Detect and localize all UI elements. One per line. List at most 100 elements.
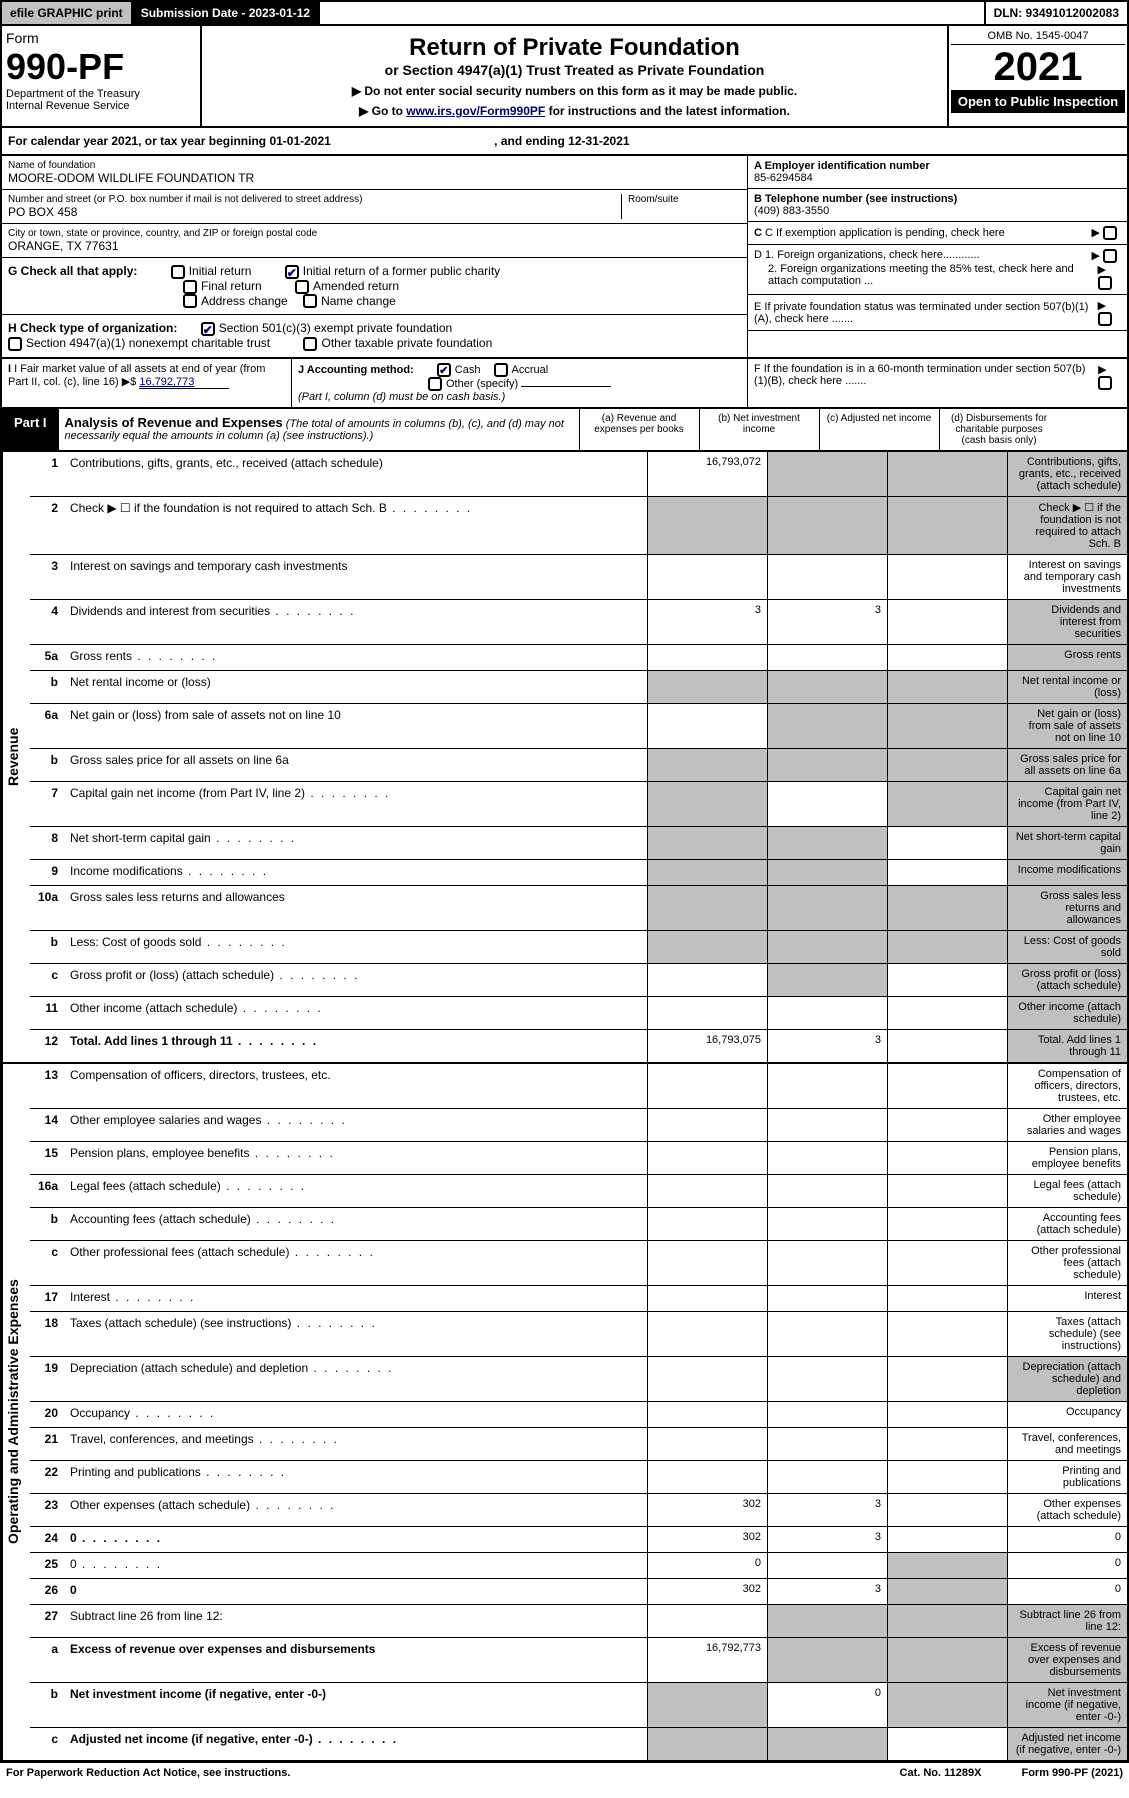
cell-c: [887, 1605, 1007, 1637]
amended-return-checkbox[interactable]: [295, 280, 309, 294]
cell-c: [887, 1064, 1007, 1108]
revenue-rows: 1Contributions, gifts, grants, etc., rec…: [30, 452, 1127, 1062]
other-taxable-checkbox[interactable]: [303, 337, 317, 351]
efile-label[interactable]: efile GRAPHIC print: [2, 2, 133, 24]
initial-former-checkbox[interactable]: [285, 265, 299, 279]
cell-c: [887, 860, 1007, 885]
e-row: E If private foundation status was termi…: [748, 295, 1127, 331]
cell-d: Compensation of officers, directors, tru…: [1007, 1064, 1127, 1108]
cell-d: Other income (attach schedule): [1007, 997, 1127, 1029]
expenses-rows: 13Compensation of officers, directors, t…: [30, 1064, 1127, 1760]
cell-d: Printing and publications: [1007, 1461, 1127, 1493]
row-number: 23: [30, 1494, 64, 1526]
cat-number: Cat. No. 11289X: [900, 1767, 982, 1779]
row-number: c: [30, 1241, 64, 1285]
form-number: 990-PF: [6, 46, 196, 88]
cell-b: 3: [767, 1030, 887, 1062]
ein-value: 85-6294584: [754, 172, 813, 184]
exemption-checkbox[interactable]: [1103, 226, 1117, 240]
cell-a: [647, 782, 767, 826]
cell-b: 3: [767, 1527, 887, 1552]
foreign-85-checkbox[interactable]: [1098, 276, 1112, 290]
table-row: 9Income modificationsIncome modification…: [30, 860, 1127, 886]
cell-b: [767, 704, 887, 748]
cell-d: Interest on savings and temporary cash i…: [1007, 555, 1127, 599]
row-desc: Contributions, gifts, grants, etc., rece…: [64, 452, 647, 496]
cell-b: [767, 1638, 887, 1682]
j-section: J Accounting method: Cash Accrual Other …: [292, 359, 747, 407]
cell-c: [887, 555, 1007, 599]
paperwork-notice: For Paperwork Reduction Act Notice, see …: [6, 1767, 290, 1779]
row-number: 26: [30, 1579, 64, 1604]
phone-row: B Telephone number (see instructions) (4…: [748, 189, 1127, 222]
row-number: 12: [30, 1030, 64, 1062]
table-row: 17InterestInterest: [30, 1286, 1127, 1312]
cell-d: Gross sales price for all assets on line…: [1007, 749, 1127, 781]
table-row: bNet rental income or (loss)Net rental i…: [30, 671, 1127, 704]
accrual-checkbox[interactable]: [494, 363, 508, 377]
header-right: OMB No. 1545-0047 2021 Open to Public In…: [947, 26, 1127, 126]
table-row: 6aNet gain or (loss) from sale of assets…: [30, 704, 1127, 749]
cell-b: [767, 671, 887, 703]
cell-a: [647, 997, 767, 1029]
page-footer: For Paperwork Reduction Act Notice, see …: [0, 1762, 1129, 1783]
cell-b: [767, 1109, 887, 1141]
name-change-checkbox[interactable]: [303, 294, 317, 308]
cell-a: 302: [647, 1494, 767, 1526]
cell-c: [887, 886, 1007, 930]
cell-d: Pension plans, employee benefits: [1007, 1142, 1127, 1174]
foundation-address: PO BOX 458: [8, 205, 621, 219]
cell-a: [647, 1109, 767, 1141]
header-middle: Return of Private Foundation or Section …: [202, 26, 947, 126]
cell-c: [887, 964, 1007, 996]
row-desc: Other employee salaries and wages: [64, 1109, 647, 1141]
row-number: b: [30, 1683, 64, 1727]
60month-checkbox[interactable]: [1098, 376, 1112, 390]
other-method-checkbox[interactable]: [428, 377, 442, 391]
cash-checkbox[interactable]: [437, 363, 451, 377]
row-number: 25: [30, 1553, 64, 1578]
final-return-checkbox[interactable]: [183, 280, 197, 294]
status-terminated-checkbox[interactable]: [1098, 312, 1112, 326]
501c3-checkbox[interactable]: [201, 322, 215, 336]
cell-b: 0: [767, 1683, 887, 1727]
cell-d: Travel, conferences, and meetings: [1007, 1428, 1127, 1460]
row-number: 11: [30, 997, 64, 1029]
row-number: 21: [30, 1428, 64, 1460]
cell-c: [887, 1638, 1007, 1682]
g-section: G Check all that apply: Initial return I…: [2, 258, 747, 315]
foundation-name-row: Name of foundation MOORE-ODOM WILDLIFE F…: [2, 156, 747, 190]
row-number: 18: [30, 1312, 64, 1356]
row-number: 24: [30, 1527, 64, 1552]
cell-d: Total. Add lines 1 through 11: [1007, 1030, 1127, 1062]
cell-d: Net investment income (if negative, ente…: [1007, 1683, 1127, 1727]
city-row: City or town, state or province, country…: [2, 224, 747, 258]
cell-d: Contributions, gifts, grants, etc., rece…: [1007, 452, 1127, 496]
table-row: 13Compensation of officers, directors, t…: [30, 1064, 1127, 1109]
cell-b: [767, 1208, 887, 1240]
cell-c: [887, 671, 1007, 703]
row-desc: Pension plans, employee benefits: [64, 1142, 647, 1174]
row-desc: Other income (attach schedule): [64, 997, 647, 1029]
irs-link[interactable]: www.irs.gov/Form990PF: [406, 104, 545, 118]
cell-d: 0: [1007, 1527, 1127, 1552]
table-row: 4Dividends and interest from securities3…: [30, 600, 1127, 645]
cell-b: [767, 1142, 887, 1174]
foreign-org-checkbox[interactable]: [1103, 249, 1117, 263]
address-change-checkbox[interactable]: [183, 294, 197, 308]
initial-return-checkbox[interactable]: [171, 265, 185, 279]
cell-b: 3: [767, 1579, 887, 1604]
row-desc: Income modifications: [64, 860, 647, 885]
col-b-header: (b) Net investment income: [699, 409, 819, 450]
row-desc: 0: [64, 1579, 647, 1604]
row-number: 22: [30, 1461, 64, 1493]
cell-b: [767, 1461, 887, 1493]
cell-b: [767, 886, 887, 930]
cell-c: [887, 931, 1007, 963]
row-desc: 0: [64, 1527, 647, 1552]
cell-b: [767, 1357, 887, 1401]
cell-a: [647, 497, 767, 554]
4947-checkbox[interactable]: [8, 337, 22, 351]
fmv-value[interactable]: 16,792,773: [139, 376, 229, 389]
row-desc: Total. Add lines 1 through 11: [64, 1030, 647, 1062]
